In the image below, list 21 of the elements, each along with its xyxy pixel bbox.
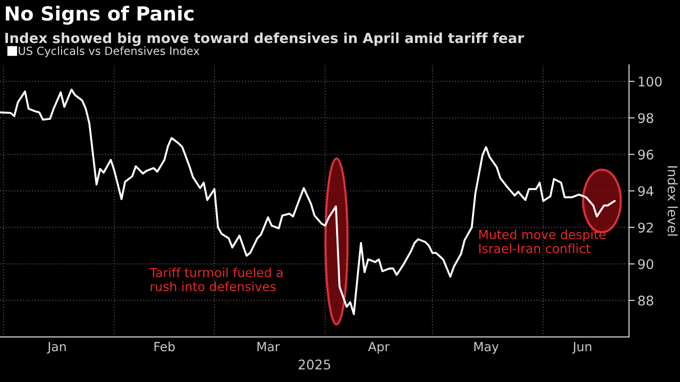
x-tick-label: May [474, 342, 499, 354]
x-tick-label: Mar [257, 342, 280, 352]
line-series [0, 88, 616, 316]
x-tick-label: Jun [572, 342, 592, 354]
x-tick-label: Feb [154, 342, 175, 352]
legend-label: US Cyclicals vs Defensives Index [18, 46, 200, 58]
y-axis-title: Index level [668, 166, 678, 236]
annotation: Muted move despite Israel-Iran conflict [479, 229, 606, 254]
chart-subtitle: Index showed big move toward defensives in April amid tariff fear [5, 32, 524, 46]
chart-title: No Signs of Panic [6, 6, 194, 25]
y-tick-label: 96 [638, 150, 654, 160]
y-tick-label: 100 [638, 76, 662, 87]
x-tick-label: Jan [46, 342, 66, 354]
y-tick-label: 92 [638, 222, 653, 233]
x-tick-label: Apr [368, 342, 390, 354]
annotation: Tariff turmoil fueled a rush into defensives [150, 268, 282, 292]
y-tick-label: 88 [638, 296, 654, 306]
x-axis-title: 2025 [298, 360, 330, 370]
y-tick-label: 98 [638, 113, 654, 124]
y-tick-label: 94 [638, 186, 654, 196]
y-tick-label: 90 [638, 259, 654, 270]
